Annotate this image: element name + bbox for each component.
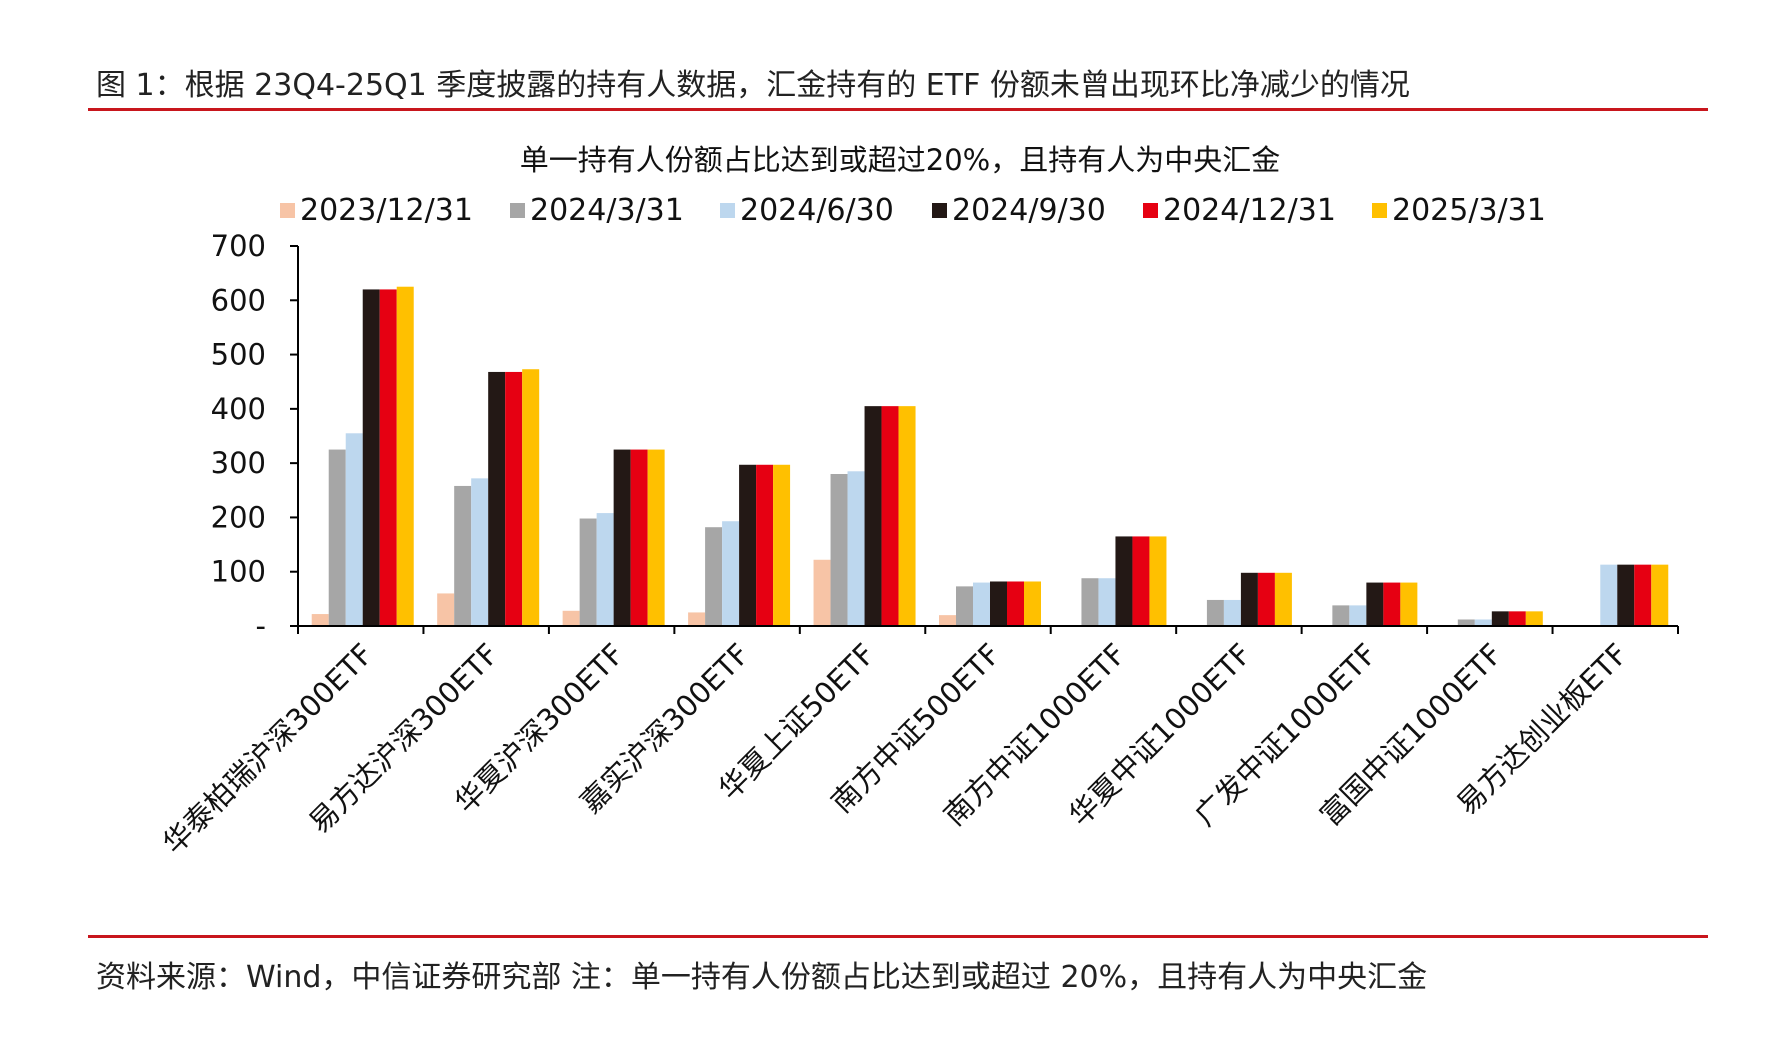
bar	[722, 521, 740, 626]
legend-swatch	[1143, 203, 1158, 218]
bar	[1383, 582, 1401, 626]
bar	[1149, 536, 1167, 626]
bar	[1651, 564, 1669, 626]
bar	[328, 449, 346, 626]
bar	[1240, 572, 1258, 626]
y-tick-label: 300	[211, 446, 266, 480]
bar	[990, 581, 1007, 626]
bottom-divider	[88, 935, 1708, 938]
bar	[1206, 599, 1224, 626]
y-tick-label: -	[256, 609, 266, 643]
bar	[864, 406, 882, 626]
legend-swatch	[932, 203, 947, 218]
bar	[1366, 582, 1384, 626]
top-divider	[88, 108, 1708, 111]
bar	[505, 371, 523, 626]
bar	[454, 485, 472, 626]
legend-swatch	[510, 203, 525, 218]
bar	[647, 449, 665, 626]
legend-label: 2024/9/30	[952, 193, 1106, 228]
legend-label: 2024/6/30	[740, 193, 894, 228]
bar	[1474, 619, 1492, 626]
bar	[522, 369, 540, 626]
bar	[688, 612, 706, 626]
bar-series-group	[311, 286, 1669, 626]
y-tick-label: 400	[211, 392, 266, 426]
bar	[579, 518, 597, 626]
bar	[956, 586, 973, 626]
bar	[613, 449, 631, 626]
legend-swatch	[280, 203, 295, 218]
figure-title: 图 1：根据 23Q4-25Q1 季度披露的持有人数据，汇金持有的 ETF 份额…	[96, 68, 1410, 103]
legend-label: 2023/12/31	[300, 193, 473, 228]
bar	[396, 286, 414, 626]
bar	[1274, 572, 1292, 626]
bar	[1115, 536, 1133, 626]
bar	[1007, 581, 1024, 626]
bar	[1081, 578, 1099, 626]
y-tick-label: 600	[211, 283, 266, 317]
bar	[773, 464, 791, 626]
y-tick-label: 100	[211, 555, 266, 589]
bar	[1098, 578, 1116, 626]
bar	[1024, 581, 1041, 626]
legend-label: 2024/12/31	[1163, 193, 1336, 228]
bar	[1491, 611, 1509, 626]
y-axis: - 100 200 300 400 500 600 700	[211, 229, 299, 643]
bar	[939, 615, 956, 626]
source-note: 资料来源：Wind，中信证券研究部 注：单一持有人份额占比达到或超过 20%，且…	[96, 960, 1428, 995]
bar	[973, 582, 990, 626]
bar	[1457, 619, 1475, 626]
bar	[756, 464, 774, 626]
bar	[379, 289, 397, 626]
bar	[562, 610, 580, 626]
bar	[1332, 605, 1350, 626]
x-axis: 华泰柏瑞沪深300ETF易方达沪深300ETF华夏沪深300ETF嘉实沪深300…	[156, 625, 1679, 861]
bar	[881, 406, 899, 626]
bar	[847, 471, 865, 626]
y-tick-label: 700	[211, 229, 266, 263]
bar	[345, 433, 363, 626]
bar	[471, 478, 489, 626]
legend-swatch	[720, 203, 735, 218]
bar	[705, 527, 723, 626]
bar	[1132, 536, 1150, 626]
bar	[1634, 564, 1652, 626]
y-tick-label: 200	[211, 500, 266, 534]
bar-chart: 单一持有人份额占比达到或超过20%，且持有人为中央汇金 2023/12/31 20…	[156, 143, 1679, 861]
bar	[1525, 611, 1543, 626]
bar	[630, 449, 648, 626]
legend-label: 2024/3/31	[530, 193, 684, 228]
x-tick-label: 华泰柏瑞沪深300ETF	[156, 637, 380, 861]
bar	[1600, 564, 1618, 626]
bar	[362, 289, 380, 626]
bar	[1223, 599, 1241, 626]
bar	[1349, 605, 1367, 626]
chart-legend: 2023/12/31 2024/3/31 2024/6/30 2024/9/30 202…	[280, 193, 1546, 228]
bar	[1257, 572, 1275, 626]
bar	[596, 513, 614, 626]
bar	[813, 559, 831, 626]
bar	[1508, 611, 1526, 626]
bar	[437, 593, 455, 626]
bar	[898, 406, 916, 626]
chart-title: 单一持有人份额占比达到或超过20%，且持有人为中央汇金	[520, 143, 1280, 177]
bar	[1400, 582, 1418, 626]
bar	[830, 474, 848, 626]
bar	[488, 371, 506, 626]
bar	[1617, 564, 1635, 626]
bar	[739, 464, 757, 626]
y-tick-label: 500	[211, 338, 266, 372]
legend-swatch	[1372, 203, 1387, 218]
legend-label: 2025/3/31	[1392, 193, 1546, 228]
bar	[311, 614, 329, 626]
